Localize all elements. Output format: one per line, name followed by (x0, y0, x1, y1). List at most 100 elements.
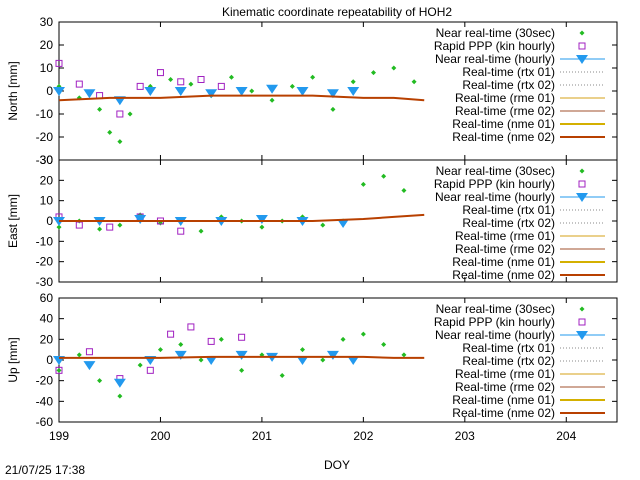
rapid-ppp-point (167, 330, 175, 338)
near-rt-point (157, 347, 163, 353)
legend-point-icon (579, 168, 585, 174)
near-rt-point (188, 81, 194, 87)
near-rt-point (299, 347, 305, 353)
rapid-ppp-point (177, 227, 185, 235)
near-rt-point (381, 342, 387, 347)
x-tick-label: 204 (556, 429, 576, 443)
legend-label: Real-time (rme 02) (455, 380, 555, 394)
near-rt-point (401, 188, 407, 193)
hourly-point (266, 84, 279, 94)
rapid-ppp-point (187, 323, 195, 331)
near-rt-point (218, 336, 224, 342)
near-rt-point (137, 362, 143, 368)
legend-label: Real-time (nme 02) (452, 130, 555, 144)
near-rt-point (198, 357, 204, 363)
near-rt-point (360, 331, 366, 337)
y-tick-label: -30 (36, 153, 54, 167)
hourly-point (134, 214, 147, 224)
near-rt-point (289, 83, 295, 89)
hourly-point (235, 350, 248, 360)
x-tick-label: 202 (353, 429, 373, 443)
legend-square-icon (578, 180, 586, 188)
near-rt-point (76, 352, 82, 358)
hourly-point (174, 350, 187, 360)
y-tick-label: -20 (36, 255, 54, 269)
timestamp: 21/07/25 17:38 (5, 463, 85, 477)
rapid-ppp-point (116, 110, 124, 118)
near-rt-point (340, 336, 346, 342)
y-tick-label: -60 (36, 415, 54, 429)
legend-triangle-icon (576, 193, 588, 202)
hourly-point (337, 219, 350, 229)
nme02-line (58, 94, 425, 102)
near-rt-point (107, 129, 113, 135)
legend-label: Real-time (rme 02) (455, 242, 555, 256)
rapid-ppp-point (146, 366, 154, 374)
near-rt-point (371, 70, 377, 76)
hourly-point (235, 87, 248, 96)
near-rt-point (117, 139, 123, 145)
rapid-ppp-point (238, 333, 246, 341)
near-rt-point (259, 224, 265, 230)
near-rt-point (97, 226, 103, 232)
near-rt-point (411, 79, 417, 85)
y-tick-label: 10 (40, 61, 54, 75)
legend-triangle-icon (576, 55, 588, 64)
y-tick-label: 60 (40, 291, 54, 305)
y-tick-label: 20 (40, 173, 54, 187)
legend-square-icon (578, 318, 586, 326)
legend-label: Real-time (rtx 01) (462, 203, 555, 217)
y-tick-label: -20 (36, 374, 54, 388)
hourly-point (326, 89, 339, 99)
near-rt-point (56, 224, 62, 230)
x-axis-label: DOY (324, 458, 350, 472)
legend-square-icon (578, 42, 586, 50)
panel-1: 30 20 10 0 -10 -20 -30 East [mm] Near real-time … (6, 153, 618, 289)
x-tick-label: 203 (455, 429, 475, 443)
legend-label: Real-time (nme 01) (452, 393, 555, 407)
legend-label: Rapid PPP (kin hourly) (434, 39, 555, 53)
y-axis-label: Up [mm] (6, 337, 20, 382)
rapid-ppp-point (75, 221, 83, 229)
y-tick-label: 30 (40, 15, 54, 29)
hourly-point (83, 89, 96, 99)
rapid-ppp-point (55, 59, 63, 67)
near-rt-point (350, 79, 356, 85)
near-rt-point (239, 367, 245, 373)
hourly-point (296, 87, 309, 96)
hourly-point (296, 356, 309, 365)
y-tick-label: 20 (40, 332, 54, 346)
legend-label: Near real-time (hourly) (435, 52, 555, 66)
near-rt-point (381, 173, 387, 179)
chart-title: Kinematic coordinate repeatability of HO… (222, 5, 452, 19)
hourly-point (255, 214, 268, 224)
y-tick-label: 30 (40, 153, 54, 167)
legend-label: Real-time (nme 01) (452, 255, 555, 269)
hourly-point (144, 87, 157, 96)
y-tick-label: -10 (36, 234, 54, 248)
near-rt-point (320, 357, 326, 363)
panel-0: 30 20 10 0 -10 -20 -30 North [mm] Near real-time… (6, 15, 618, 167)
near-rt-point (330, 106, 336, 112)
near-rt-point (97, 106, 103, 112)
legend-label: Near real-time (30sec) (436, 164, 555, 178)
y-axis-label: East [mm] (6, 194, 20, 248)
near-rt-point (279, 373, 285, 378)
near-rt-point (117, 222, 123, 228)
near-rt-point (401, 352, 407, 358)
near-rt-point (127, 111, 133, 117)
near-rt-point (178, 342, 184, 347)
rapid-ppp-point (197, 76, 205, 83)
nme02-line (59, 213, 425, 222)
legend-label: Near real-time (hourly) (435, 328, 555, 342)
hourly-point (205, 89, 218, 99)
legend-label: Rapid PPP (kin hourly) (434, 315, 555, 329)
legend-label: Real-time (rme 01) (455, 229, 555, 243)
legend-label: Real-time (rtx 01) (462, 341, 555, 355)
x-tick-label: 201 (252, 429, 272, 443)
legend-point-icon (579, 306, 585, 312)
y-tick-label: 40 (40, 312, 54, 326)
y-tick-label: 0 (46, 214, 53, 228)
legend-label: Real-time (rme 01) (455, 367, 555, 381)
